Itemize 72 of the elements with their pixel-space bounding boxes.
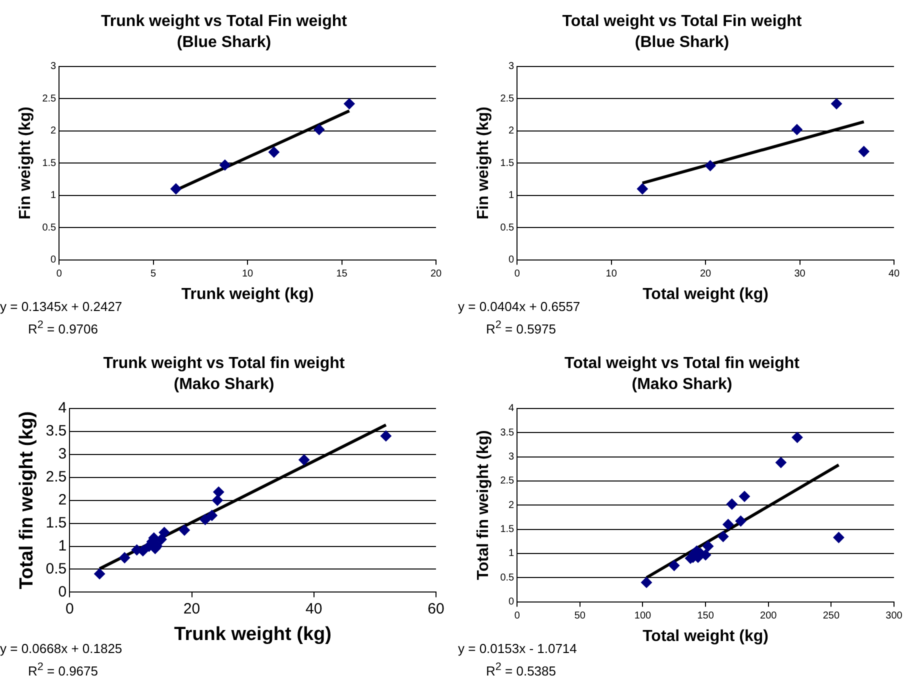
x-tick-label: 60: [428, 600, 444, 618]
x-tick-label: 10: [606, 268, 618, 280]
y-tick-label: 0.5: [500, 222, 515, 234]
y-tick-label: 0.5: [42, 222, 57, 234]
y-tick-label: 3.5: [500, 427, 515, 438]
y-tick-label: 0.5: [46, 560, 67, 578]
text: y = 0.0153x - 1.0714: [458, 640, 577, 658]
y-tick-label: 4: [508, 403, 515, 414]
x-tick-label: 30: [794, 268, 806, 280]
x-tick-label: 200: [760, 610, 778, 622]
y-axis-title: Fin weight (kg): [17, 106, 34, 220]
text: y = 0.0404x + 0.6557: [458, 298, 580, 316]
text: R$^{2}$ = 0.5975: [485, 318, 557, 338]
x-axis-title: Trunk weight (kg): [174, 624, 332, 645]
text: y = 0.0668x + 0.1825: [0, 640, 122, 658]
y-tick-label: 1.5: [500, 158, 515, 169]
x-tick-label: 300: [886, 610, 903, 622]
y-tick-label: 0.5: [500, 572, 515, 584]
y-tick-label: 0: [508, 254, 515, 266]
y-axis-title: Fin weight (kg): [475, 106, 492, 220]
y-axis-title: Total fin weight (kg): [475, 430, 492, 580]
y-tick-label: 2.5: [46, 468, 67, 486]
x-axis-title: Trunk weight (kg): [181, 286, 314, 303]
x-tick-label: 100: [634, 610, 652, 622]
x-tick-label: 40: [306, 600, 322, 618]
y-tick-label: 1: [508, 190, 515, 202]
chart-subtitle: (Mako Shark): [174, 376, 274, 394]
x-tick-label: 20: [430, 268, 442, 280]
y-tick-label: 1.5: [42, 158, 57, 169]
text: y = 0.1345x + 0.2427: [0, 298, 122, 316]
y-tick-label: 1: [50, 190, 57, 202]
x-tick-label: 250: [822, 610, 840, 622]
x-tick-label: 5: [150, 268, 157, 280]
y-tick-label: 2: [58, 491, 67, 508]
x-axis-title: Total weight (kg): [642, 628, 769, 645]
y-tick-label: 2.5: [500, 93, 515, 104]
y-tick-label: 2: [508, 500, 515, 511]
chart-title: Total weight vs Total Fin weight: [562, 13, 802, 30]
y-tick-label: 3: [58, 445, 67, 462]
text: R$^{2}$ = 0.5385: [485, 660, 557, 680]
y-tick-label: 2.5: [500, 476, 515, 487]
x-tick-label: 150: [697, 610, 714, 622]
y-tick-label: 1: [508, 548, 515, 560]
x-tick-label: 10: [242, 268, 254, 280]
y-tick-label: 3.5: [46, 422, 67, 440]
y-tick-label: 4: [58, 400, 67, 417]
chart-title: Trunk weight vs Total Fin weight: [101, 13, 348, 30]
chart-subtitle: (Mako Shark): [632, 376, 732, 394]
y-tick-label: 3: [508, 452, 515, 462]
x-tick-label: 40: [888, 268, 900, 280]
y-axis-title: Total fin weight (kg): [16, 411, 38, 590]
x-tick-label: 50: [574, 610, 586, 622]
y-tick-label: 2: [50, 126, 57, 137]
chart-title: Trunk weight vs Total fin weight: [103, 355, 346, 372]
x-axis-title: Total weight (kg): [642, 286, 769, 303]
x-tick-label: 20: [700, 268, 712, 280]
y-tick-label: 2.5: [42, 93, 57, 104]
x-tick-label: 15: [336, 268, 348, 280]
x-tick-label: 20: [183, 600, 200, 618]
chart-title: Total weight vs Total fin weight: [564, 355, 800, 372]
y-tick-label: 1.5: [500, 524, 515, 536]
y-tick-label: 3: [50, 61, 57, 72]
y-tick-label: 1.5: [46, 514, 67, 532]
y-tick-label: 0: [58, 583, 67, 600]
y-tick-label: 1: [58, 537, 67, 554]
chart-subtitle: (Blue Shark): [176, 34, 272, 52]
text: R$^{2}$ = 0.9706: [27, 318, 99, 338]
y-tick-label: 0: [50, 254, 57, 266]
y-tick-label: 3: [508, 61, 515, 72]
chart-subtitle: (Blue Shark): [634, 34, 730, 52]
text: R$^{2}$ = 0.9675: [27, 660, 99, 680]
y-tick-label: 2: [508, 126, 515, 137]
